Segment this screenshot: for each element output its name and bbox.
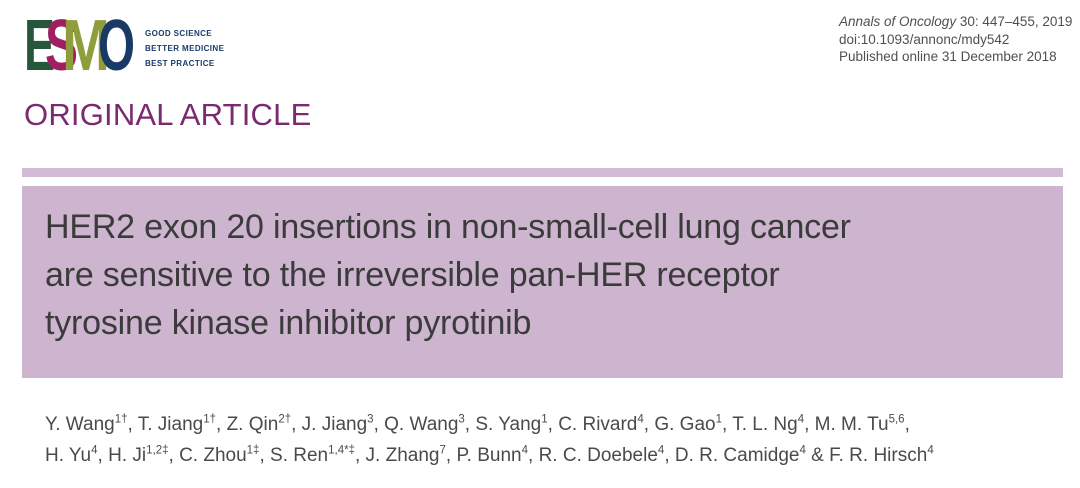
author-name: Y. Wang1† [45,413,128,435]
section-label: ORIGINAL ARTICLE [24,97,312,132]
citation-block: Annals of Oncology 30: 447–455, 2019 doi… [839,13,1072,66]
author-affiliation-superscript: 3 [458,413,465,426]
author-affiliation-superscript: 7 [439,444,446,457]
citation-journal-line: Annals of Oncology 30: 447–455, 2019 [839,13,1072,31]
author-name: S. Yang1 [475,413,548,435]
author-affiliation-superscript: 1† [114,413,128,426]
author-affiliation-superscript: 4 [521,444,528,457]
esmo-logo-icon: E S M O [24,18,135,72]
author-affiliation-superscript: 1,2‡ [146,444,169,457]
author-name: S. Ren1,4*‡ [270,444,355,466]
author-name: G. Gao1 [654,413,722,435]
author-name: T. Jiang1† [137,413,217,435]
citation-doi: doi:10.1093/annonc/mdy542 [839,31,1010,47]
tagline-line: BETTER MEDICINE [145,44,225,53]
masthead: E S M O GOOD SCIENCE BETTER MEDICINE BEST … [24,18,224,72]
author-affiliation-superscript: 3 [367,413,374,426]
author-affiliation-superscript: 4 [799,444,806,457]
author-affiliation-superscript: 4 [927,444,934,457]
logo-letter-o: O [98,18,135,72]
title-line: tyrosine kinase inhibitor pyrotinib [45,304,532,342]
author-line-1: Y. Wang1†, T. Jiang1†, Z. Qin2†, J. Jian… [45,413,910,435]
author-affiliation-superscript: 4 [91,444,98,457]
author-name: M. M. Tu5,6 [814,413,905,435]
tagline-line: BEST PRACTICE [145,59,215,68]
author-affiliation-superscript: 1 [715,413,722,426]
author-affiliation-superscript: 1‡ [246,444,260,457]
author-affiliation-superscript: 1† [203,413,217,426]
author-name: F. R. Hirsch4 [829,444,934,466]
title-line: HER2 exon 20 insertions in non-small-cel… [45,208,851,246]
esmo-tagline: GOOD SCIENCE BETTER MEDICINE BEST PRACTICE [145,18,224,71]
author-name: J. Zhang7 [365,444,446,466]
author-affiliation-superscript: 4 [637,413,644,426]
volume-pages: 30: 447–455, 2019 [956,14,1073,29]
citation-published-date: Published online 31 December 2018 [839,49,1057,64]
article-title: HER2 exon 20 insertions in non-small-cel… [45,203,851,347]
title-banner: HER2 exon 20 insertions in non-small-cel… [22,186,1063,378]
logo-letter-s: S [45,18,78,72]
author-affiliation-superscript: 4 [657,444,665,457]
logo-letter-e: E [24,18,55,72]
author-name: R. C. Doebele4 [538,444,665,466]
tagline-line: GOOD SCIENCE [145,29,213,38]
author-affiliation-superscript: 1 [541,413,548,426]
author-name: J. Jiang3 [301,413,374,435]
author-name: H. Yu4 [45,444,98,466]
title-line: are sensitive to the irreversible pan-HE… [45,256,780,294]
author-affiliation-superscript: 2† [278,413,292,426]
author-name: Q. Wang3 [384,413,465,435]
author-list: Y. Wang1†, T. Jiang1†, Z. Qin2†, J. Jian… [45,409,934,471]
author-name: T. L. Ng4 [732,413,805,435]
author-affiliation-superscript: 1,4*‡ [328,444,355,457]
title-banner-strip [22,168,1063,177]
author-name: P. Bunn4 [456,444,528,466]
author-name: H. Ji1,2‡ [108,444,169,466]
author-name: Z. Qin2† [226,413,292,435]
author-line-2: H. Yu4, H. Ji1,2‡, C. Zhou1‡, S. Ren1,4*… [45,444,934,466]
author-affiliation-superscript: 5,6 [888,413,905,426]
author-name: C. Zhou1‡ [179,444,260,466]
author-name: D. R. Camidge4 [674,444,806,466]
author-affiliation-superscript: 4 [797,413,805,426]
author-name: C. Rivard4 [558,413,644,435]
logo-letter-m: M [62,18,110,72]
journal-name: Annals of Oncology [839,14,957,29]
